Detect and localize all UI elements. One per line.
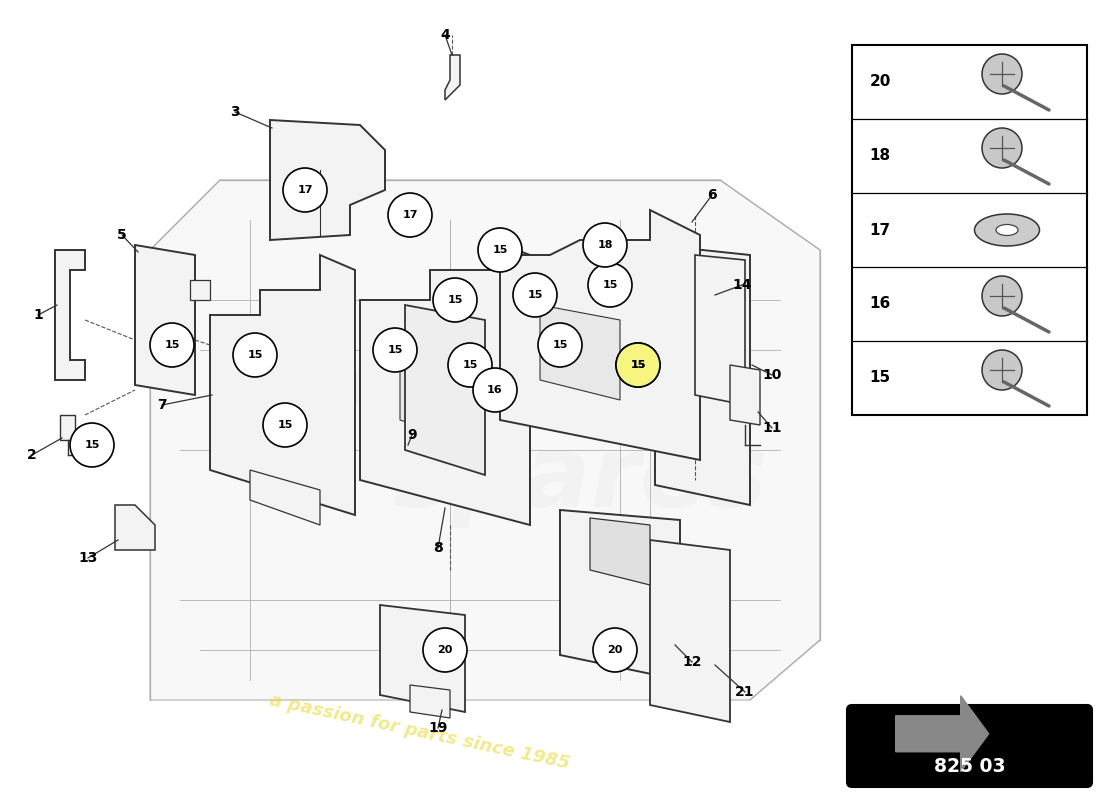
Text: 15: 15 — [630, 360, 646, 370]
Text: 14: 14 — [733, 278, 751, 292]
Text: 18: 18 — [869, 149, 891, 163]
Polygon shape — [116, 505, 155, 550]
Polygon shape — [560, 510, 680, 680]
Text: 15: 15 — [603, 280, 618, 290]
Circle shape — [982, 350, 1022, 390]
Polygon shape — [695, 255, 745, 405]
Polygon shape — [210, 255, 355, 515]
Text: 17: 17 — [403, 210, 418, 220]
Text: 4: 4 — [440, 28, 450, 42]
Polygon shape — [379, 605, 465, 712]
Text: 6: 6 — [707, 188, 717, 202]
Circle shape — [233, 333, 277, 377]
Circle shape — [283, 168, 327, 212]
Text: 21: 21 — [735, 685, 755, 699]
Polygon shape — [400, 340, 480, 445]
Polygon shape — [895, 696, 989, 772]
Text: spares: spares — [393, 431, 768, 529]
Polygon shape — [250, 470, 320, 525]
Circle shape — [616, 343, 660, 387]
Text: 15: 15 — [869, 370, 891, 386]
Circle shape — [593, 628, 637, 672]
Text: 15: 15 — [630, 360, 646, 370]
Text: 15: 15 — [448, 295, 463, 305]
Text: 15: 15 — [527, 290, 542, 300]
Text: 7: 7 — [157, 398, 167, 412]
Circle shape — [982, 128, 1022, 168]
Text: 19: 19 — [428, 721, 448, 735]
Text: euro: euro — [349, 315, 692, 445]
Polygon shape — [446, 55, 460, 100]
Text: 2: 2 — [28, 448, 37, 462]
Polygon shape — [540, 305, 620, 400]
Polygon shape — [150, 180, 820, 700]
Text: 16: 16 — [869, 297, 891, 311]
Circle shape — [538, 323, 582, 367]
Polygon shape — [190, 280, 210, 300]
Polygon shape — [500, 210, 700, 460]
Polygon shape — [590, 518, 650, 585]
Polygon shape — [650, 540, 730, 722]
Text: 11: 11 — [762, 421, 782, 435]
Circle shape — [388, 193, 432, 237]
Text: 15: 15 — [248, 350, 263, 360]
Text: 1: 1 — [33, 308, 43, 322]
Ellipse shape — [996, 225, 1018, 235]
Text: 17: 17 — [297, 185, 312, 195]
Circle shape — [70, 423, 114, 467]
Text: 20: 20 — [869, 74, 891, 90]
Text: 15: 15 — [493, 245, 508, 255]
Text: 9: 9 — [407, 428, 417, 442]
Circle shape — [473, 368, 517, 412]
Text: 15: 15 — [462, 360, 477, 370]
Polygon shape — [654, 245, 750, 505]
Circle shape — [478, 228, 522, 272]
Text: 5: 5 — [117, 228, 126, 242]
Text: 15: 15 — [387, 345, 403, 355]
Text: 15: 15 — [277, 420, 293, 430]
Text: 825 03: 825 03 — [934, 757, 1005, 776]
Circle shape — [588, 263, 632, 307]
Text: a passion for parts since 1985: a passion for parts since 1985 — [268, 691, 572, 773]
Polygon shape — [360, 240, 530, 525]
Polygon shape — [55, 250, 85, 380]
Circle shape — [982, 54, 1022, 94]
Text: 20: 20 — [438, 645, 453, 655]
Polygon shape — [135, 245, 195, 395]
Circle shape — [433, 278, 477, 322]
Text: 10: 10 — [762, 368, 782, 382]
Text: 3: 3 — [230, 105, 240, 119]
Circle shape — [150, 323, 194, 367]
Circle shape — [373, 328, 417, 372]
Circle shape — [263, 403, 307, 447]
Polygon shape — [60, 415, 75, 440]
Text: 13: 13 — [78, 551, 98, 565]
Polygon shape — [730, 365, 760, 425]
Circle shape — [583, 223, 627, 267]
Circle shape — [982, 276, 1022, 316]
Circle shape — [616, 343, 660, 387]
FancyBboxPatch shape — [847, 705, 1092, 787]
Circle shape — [424, 628, 468, 672]
Text: 15: 15 — [85, 440, 100, 450]
Polygon shape — [410, 685, 450, 718]
Text: 8: 8 — [433, 541, 443, 555]
Text: 15: 15 — [552, 340, 568, 350]
Polygon shape — [852, 45, 1087, 415]
Text: 15: 15 — [164, 340, 179, 350]
Circle shape — [448, 343, 492, 387]
Text: 12: 12 — [682, 655, 702, 669]
Circle shape — [513, 273, 557, 317]
Text: 18: 18 — [597, 240, 613, 250]
Text: 16: 16 — [487, 385, 503, 395]
Polygon shape — [405, 305, 485, 475]
Polygon shape — [270, 120, 385, 240]
Ellipse shape — [975, 214, 1040, 246]
Text: 20: 20 — [607, 645, 623, 655]
Text: 17: 17 — [869, 222, 891, 238]
